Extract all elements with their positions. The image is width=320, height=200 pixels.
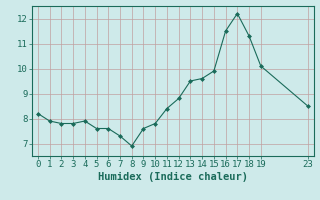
X-axis label: Humidex (Indice chaleur): Humidex (Indice chaleur) xyxy=(98,172,248,182)
